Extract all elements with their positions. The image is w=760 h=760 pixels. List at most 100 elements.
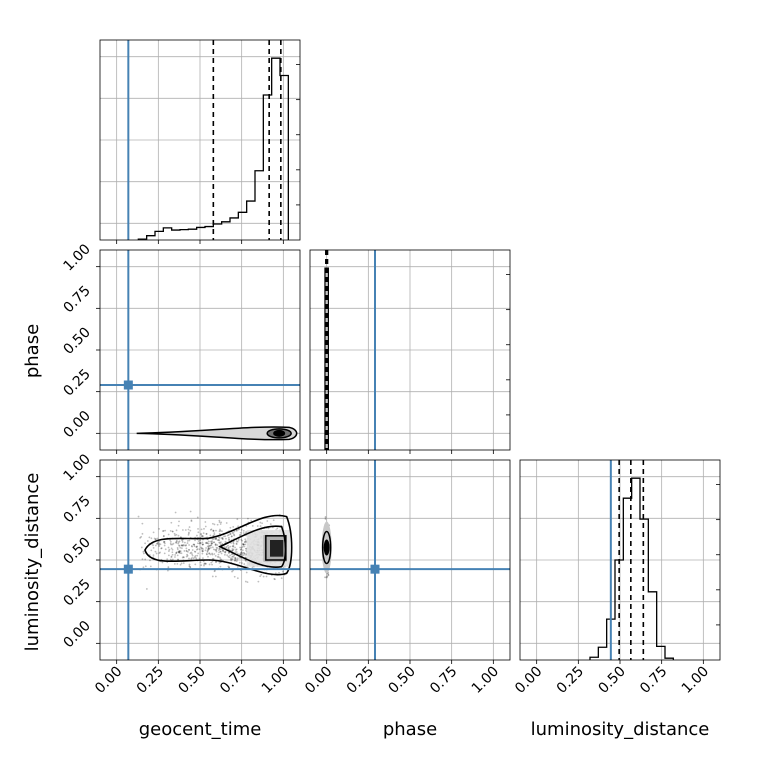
density-core xyxy=(323,539,330,556)
sample-point xyxy=(218,519,221,522)
y-tick-label: 0.75 xyxy=(60,283,93,316)
sample-point xyxy=(233,557,236,559)
sample-point xyxy=(244,559,247,562)
sample-point xyxy=(176,546,179,549)
sample-point xyxy=(188,557,190,560)
sample-point xyxy=(229,554,231,557)
sample-point xyxy=(218,536,221,539)
sample-point xyxy=(164,529,167,532)
sample-point xyxy=(156,542,158,545)
sample-point xyxy=(193,545,196,548)
sample-point xyxy=(196,545,199,548)
sample-point xyxy=(180,562,183,565)
sample-point xyxy=(170,556,173,559)
sample-point xyxy=(152,556,155,559)
sample-point xyxy=(189,565,191,568)
sample-point xyxy=(222,537,224,540)
sample-point xyxy=(212,538,215,540)
sample-point xyxy=(144,565,147,568)
sample-point xyxy=(158,543,160,546)
sample-point xyxy=(171,543,174,546)
sample-point xyxy=(178,551,180,554)
sample-point xyxy=(240,548,242,551)
sample-point xyxy=(239,553,241,556)
histogram-geocent_time xyxy=(137,57,289,240)
sample-point xyxy=(207,547,210,549)
sample-point xyxy=(213,533,216,536)
sample-point xyxy=(225,545,228,548)
sample-point xyxy=(173,532,176,535)
sample-point xyxy=(227,551,230,554)
sample-point xyxy=(213,553,216,555)
sample-point xyxy=(186,542,189,544)
sample-point xyxy=(207,549,210,552)
pair-content xyxy=(100,460,300,660)
sample-point xyxy=(191,554,194,557)
sample-point xyxy=(235,542,238,545)
sample-point xyxy=(214,575,217,578)
sample-point xyxy=(226,554,229,557)
contour-outer xyxy=(136,426,298,441)
sample-point xyxy=(207,544,210,547)
sample-point xyxy=(216,523,219,526)
sample-point xyxy=(219,529,222,532)
sample-point xyxy=(232,548,235,551)
sample-point xyxy=(213,532,216,535)
sample-point xyxy=(199,539,202,542)
sample-point xyxy=(186,553,188,556)
sample-point xyxy=(170,543,173,546)
truth-marker xyxy=(370,564,380,574)
sample-point xyxy=(160,547,163,550)
xlabel-luminosity-distance: luminosity_distance xyxy=(531,719,710,740)
sample-point xyxy=(220,537,223,540)
sample-point xyxy=(215,537,217,540)
sample-point xyxy=(219,542,221,544)
y-tick-label: 0.50 xyxy=(60,324,93,357)
sample-point xyxy=(167,550,170,552)
x-tick-label: 0.25 xyxy=(134,664,167,697)
sample-point xyxy=(235,548,238,551)
sample-point xyxy=(175,539,178,542)
sample-point xyxy=(199,541,202,544)
sample-point xyxy=(188,548,190,551)
sample-point xyxy=(171,530,174,533)
sample-point xyxy=(221,536,224,539)
sample-point xyxy=(202,543,204,546)
y-tick-label: 0.25 xyxy=(60,576,93,609)
sample-point xyxy=(198,557,201,560)
sample-point xyxy=(266,520,269,522)
x-tick-label: 1.00 xyxy=(679,664,712,697)
x-tick-label: 0.25 xyxy=(344,664,377,697)
sample-point xyxy=(245,531,247,534)
sample-point xyxy=(211,575,214,578)
sample-point xyxy=(212,530,215,532)
sample-point xyxy=(145,588,148,590)
sample-point xyxy=(203,563,206,566)
sample-point xyxy=(206,545,209,548)
sample-point xyxy=(233,554,236,557)
sample-point xyxy=(196,548,199,550)
sample-point xyxy=(281,570,284,573)
sample-point xyxy=(236,518,239,521)
sample-point xyxy=(195,545,198,548)
sample-point xyxy=(211,540,213,542)
sample-point xyxy=(240,528,243,531)
sample-point xyxy=(186,540,189,542)
sample-point xyxy=(212,529,215,532)
sample-point xyxy=(219,528,221,531)
sample-point xyxy=(150,549,153,552)
sample-point xyxy=(190,551,193,554)
sample-point xyxy=(326,575,329,578)
sample-point xyxy=(184,529,187,531)
sample-point xyxy=(171,530,174,533)
sample-point xyxy=(187,528,190,531)
sample-point xyxy=(178,551,181,554)
sample-point xyxy=(178,551,180,554)
sample-point xyxy=(180,544,183,547)
x-tick-label: 0.75 xyxy=(637,664,670,697)
x-tick-label: 0.25 xyxy=(554,664,587,697)
y-tick-label: 1.00 xyxy=(60,241,93,274)
sample-point xyxy=(237,525,240,528)
sample-point xyxy=(257,580,260,583)
sample-point xyxy=(239,553,242,556)
